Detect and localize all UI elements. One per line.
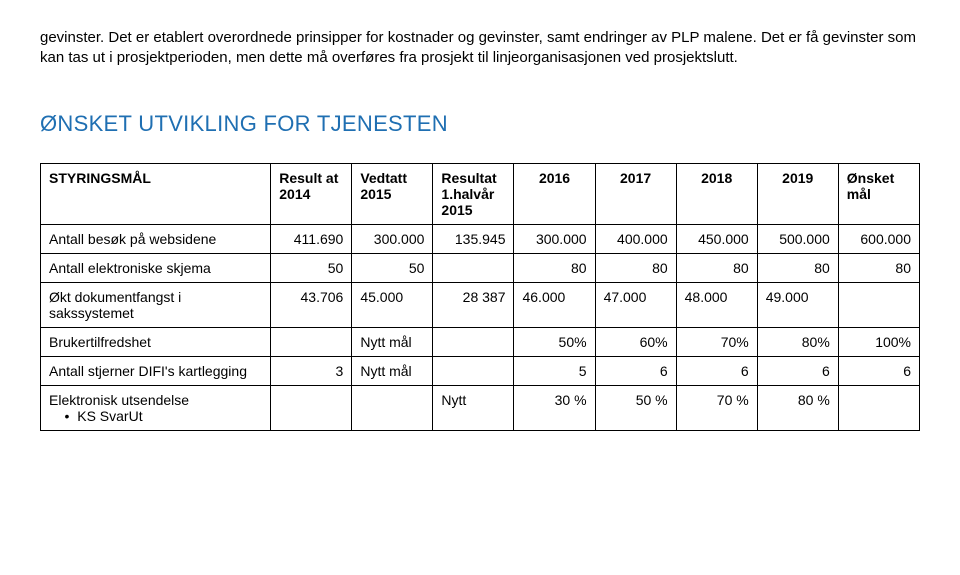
table-row: Antall elektroniske skjema50508080808080 (41, 253, 920, 282)
cell (838, 282, 919, 327)
col-header: 2018 (676, 163, 757, 224)
table-row: Økt dokumentfangst i sakssystemet43.7064… (41, 282, 920, 327)
cell (271, 327, 352, 356)
cell: 100% (838, 327, 919, 356)
cell: 500.000 (757, 224, 838, 253)
cell (838, 385, 919, 430)
row-label: Antall besøk på websidene (41, 224, 271, 253)
col-header: Resultat 1.halvår 2015 (433, 163, 514, 224)
cell (433, 356, 514, 385)
cell: 80% (757, 327, 838, 356)
cell: 50 (352, 253, 433, 282)
cell: Nytt mål (352, 327, 433, 356)
cell: 45.000 (352, 282, 433, 327)
cell: 46.000 (514, 282, 595, 327)
col-header: Vedtatt 2015 (352, 163, 433, 224)
cell: 47.000 (595, 282, 676, 327)
intro-paragraph: gevinster. Det er etablert overordnede p… (40, 28, 920, 69)
cell: 80 (757, 253, 838, 282)
col-header: Result at 2014 (271, 163, 352, 224)
cell: 30 % (514, 385, 595, 430)
table-header-row: STYRINGSMÅL Result at 2014 Vedtatt 2015 … (41, 163, 920, 224)
cell: 6 (757, 356, 838, 385)
cell: 135.945 (433, 224, 514, 253)
cell: 48.000 (676, 282, 757, 327)
row-label: Økt dokumentfangst i sakssystemet (41, 282, 271, 327)
cell: 300.000 (514, 224, 595, 253)
row-sublabel: • KS SvarUt (49, 408, 262, 424)
cell: 60% (595, 327, 676, 356)
cell: 28 387 (433, 282, 514, 327)
cell: 300.000 (352, 224, 433, 253)
cell: 49.000 (757, 282, 838, 327)
table-row: Brukertilfredshet Nytt mål 50%60%70%80%100… (41, 327, 920, 356)
row-label: Antall stjerner DIFI's kartlegging (41, 356, 271, 385)
table-body: Antall besøk på websidene411.690300.0001… (41, 224, 920, 430)
cell: 600.000 (838, 224, 919, 253)
cell: Nytt (433, 385, 514, 430)
cell: 70 % (676, 385, 757, 430)
cell: 80 (838, 253, 919, 282)
cell: 3 (271, 356, 352, 385)
row-label: Antall elektroniske skjema (41, 253, 271, 282)
cell: 411.690 (271, 224, 352, 253)
cell: 50 (271, 253, 352, 282)
table-row: Antall stjerner DIFI's kartlegging3Nytt … (41, 356, 920, 385)
cell: 6 (595, 356, 676, 385)
cell: Nytt mål (352, 356, 433, 385)
cell: 80 % (757, 385, 838, 430)
row-label: Elektronisk utsendelse • KS SvarUt (41, 385, 271, 430)
table-row: Elektronisk utsendelse • KS SvarUt Nytt30… (41, 385, 920, 430)
section-title: ØNSKET UTVIKLING FOR TJENESTEN (40, 111, 920, 137)
cell: 80 (514, 253, 595, 282)
cell: 80 (595, 253, 676, 282)
table-row: Antall besøk på websidene411.690300.0001… (41, 224, 920, 253)
cell: 50% (514, 327, 595, 356)
cell: 450.000 (676, 224, 757, 253)
col-header: 2016 (514, 163, 595, 224)
row-label: Brukertilfredshet (41, 327, 271, 356)
cell: 5 (514, 356, 595, 385)
cell: 43.706 (271, 282, 352, 327)
cell: 400.000 (595, 224, 676, 253)
cell (433, 327, 514, 356)
col-header: STYRINGSMÅL (41, 163, 271, 224)
cell: 6 (838, 356, 919, 385)
cell (433, 253, 514, 282)
cell: 6 (676, 356, 757, 385)
cell (271, 385, 352, 430)
metrics-table: STYRINGSMÅL Result at 2014 Vedtatt 2015 … (40, 163, 920, 431)
col-header: Ønsket mål (838, 163, 919, 224)
col-header: 2017 (595, 163, 676, 224)
cell: 70% (676, 327, 757, 356)
cell: 80 (676, 253, 757, 282)
col-header: 2019 (757, 163, 838, 224)
cell: 50 % (595, 385, 676, 430)
cell (352, 385, 433, 430)
